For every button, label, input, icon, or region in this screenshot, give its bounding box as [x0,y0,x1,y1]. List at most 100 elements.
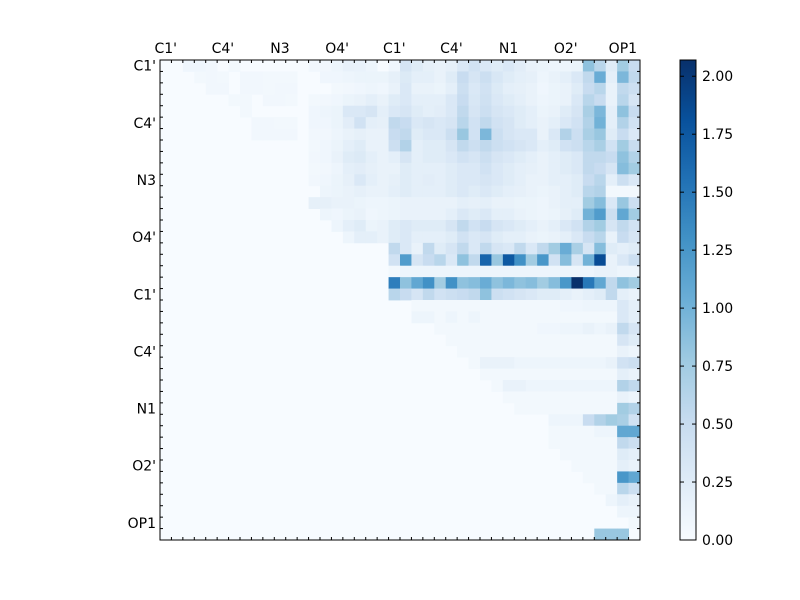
heatmap-cell [571,437,584,449]
heatmap-cell [320,128,332,141]
heatmap-cell [445,94,458,107]
heatmap-cell [605,117,618,129]
heatmap-cell [342,208,355,221]
heatmap-cell [240,82,252,95]
y-tick-label: O2' [132,459,156,475]
heatmap-cell [262,117,275,129]
heatmap-cell [537,288,549,301]
heatmap-cell [582,185,595,198]
heatmap-cell [560,140,572,152]
heatmap-cell [491,220,504,232]
heatmap-cell [480,162,492,175]
heatmap-cell [445,277,458,289]
heatmap-cell [537,208,549,221]
heatmap-cell [502,254,515,267]
heatmap-cell [468,140,481,152]
heatmap-cell [525,391,538,404]
heatmap-cell [628,60,641,72]
heatmap-cell [548,300,561,312]
heatmap-cell [594,277,607,289]
heatmap-cell [365,94,378,107]
heatmap-cell [377,174,389,187]
y-tick-label: O4' [132,230,156,246]
heatmap-cell [365,82,378,95]
heatmap-cell [628,414,641,427]
heatmap-cell [480,311,492,324]
heatmap-cell [354,71,367,84]
heatmap-cell [388,265,401,278]
heatmap-cell [571,300,584,312]
heatmap-cell [594,174,607,187]
heatmap-cell [502,94,515,107]
heatmap-cell [537,391,549,404]
heatmap-cell [411,117,424,129]
heatmap-cell [594,334,607,347]
heatmap-cell [571,254,584,267]
heatmap-cell [537,311,549,324]
heatmap-cell [502,174,515,187]
heatmap-cell [240,71,252,84]
heatmap-cell [468,322,481,335]
heatmap-cell [331,140,344,152]
heatmap-cell [411,288,424,301]
heatmap-cell [400,82,412,95]
heatmap-cell [537,368,549,381]
heatmap-cell [605,197,618,209]
y-tick-label: N1 [137,402,156,418]
heatmap-cell [628,402,641,415]
heatmap-cell [525,334,538,347]
heatmap-cell [617,368,629,381]
heatmap-cell [468,345,481,358]
heatmap-cell [560,265,572,278]
heatmap-cell [491,71,504,84]
heatmap-cell [251,117,264,129]
heatmap-cell [411,94,424,107]
heatmap-cell [617,471,629,484]
heatmap-cell [457,94,469,107]
heatmap-cell [331,197,344,209]
heatmap-cell [571,334,584,347]
heatmap-cell [480,242,492,255]
heatmap-cell [628,82,641,95]
heatmap-cell [537,174,549,187]
heatmap-cell [514,117,527,129]
heatmap-cell [571,185,584,198]
heatmap-cells [160,60,641,541]
heatmap-cell [560,151,572,164]
heatmap-cell [480,128,492,141]
heatmap-cell [560,231,572,244]
heatmap-cell [491,162,504,175]
heatmap-cell [194,71,207,84]
heatmap-cell [594,380,607,392]
heatmap-cell [502,311,515,324]
heatmap-cell [411,265,424,278]
heatmap-cell [400,71,412,84]
heatmap-cell [445,231,458,244]
heatmap-cell [445,185,458,198]
heatmap-cell [217,71,229,84]
heatmap-cell [502,242,515,255]
heatmap-cell [514,288,527,301]
heatmap-cell [308,174,321,187]
heatmap-cell [617,380,629,392]
heatmap-cell [594,254,607,267]
heatmap-cell [388,94,401,107]
heatmap-cell [411,197,424,209]
y-tick-labels: C1' C4' N3 O4' C1' C4' N1 O2' OP1 [128,59,156,532]
heatmap-cell [560,208,572,221]
heatmap-cell [571,277,584,289]
heatmap-cell [457,185,469,198]
heatmap-cell [388,288,401,301]
heatmap-cell [422,128,435,141]
heatmap-cell [377,231,389,244]
heatmap-cell [388,242,401,255]
heatmap-cell [468,128,481,141]
heatmap-cell [582,311,595,324]
colorbar-tick-label: 0.00 [702,533,733,549]
heatmap-cell [480,345,492,358]
heatmap-cell [377,105,389,118]
heatmap-cell [182,60,195,72]
heatmap-cell [617,174,629,187]
heatmap-cell [628,117,641,129]
heatmap-cell [617,82,629,95]
